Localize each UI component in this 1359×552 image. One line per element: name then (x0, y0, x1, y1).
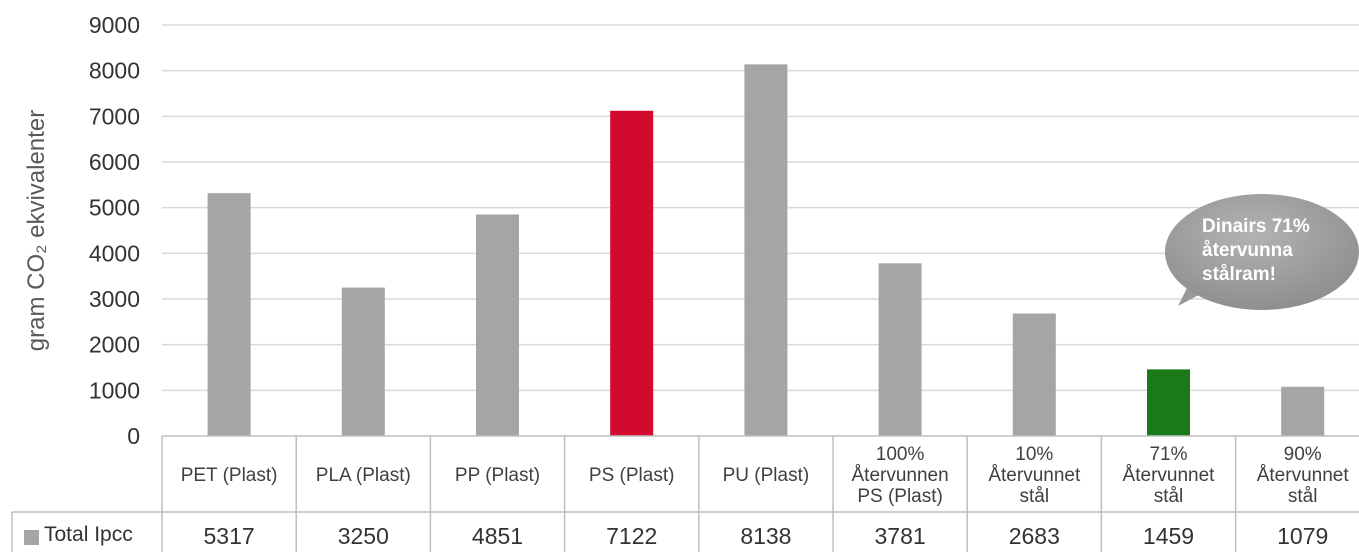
callout-shape (1165, 194, 1359, 310)
y-tick-label: 0 (127, 423, 140, 449)
callout-text: Dinairs 71% (1202, 216, 1310, 237)
bar (207, 193, 251, 436)
data-value: 1459 (1143, 523, 1194, 549)
category-label: 100% Återvunnen PS (Plast) (852, 444, 949, 507)
bar (878, 263, 922, 436)
y-tick-label: 3000 (89, 286, 140, 312)
callout-bubble: Dinairs 71% återvunna stålram! (1165, 194, 1359, 310)
bar (1281, 386, 1325, 436)
callout-text: återvunna (1202, 240, 1293, 261)
y-tick-label: 2000 (89, 332, 140, 358)
y-tick-label: 7000 (89, 103, 140, 129)
category-label: PET (Plast) (181, 465, 278, 486)
bar (341, 287, 385, 436)
data-value: 1079 (1277, 523, 1328, 549)
bar (476, 214, 519, 436)
category-label: PLA (Plast) (316, 465, 411, 486)
category-label: 71% Återvunnet stål (1123, 444, 1216, 507)
bar (744, 64, 788, 436)
bar (610, 110, 654, 437)
data-value: 3781 (875, 523, 926, 549)
data-value: 5317 (204, 523, 255, 549)
y-tick-label: 8000 (89, 58, 140, 84)
data-value: 3250 (338, 523, 389, 549)
y-axis-label: gram CO₂ ekvivalenter (23, 110, 50, 351)
y-tick-label: 9000 (89, 12, 140, 38)
callout-text: stålram! (1202, 264, 1276, 285)
y-tick-label: 4000 (89, 240, 140, 266)
data-value: 8138 (740, 523, 791, 549)
data-value: 7122 (606, 523, 657, 549)
data-value: 2683 (1009, 523, 1060, 549)
legend-label: Total Ipcc (44, 523, 133, 546)
y-tick-label: 6000 (89, 149, 140, 175)
bars (207, 64, 1325, 437)
category-label: PP (Plast) (455, 465, 540, 486)
bar (1147, 369, 1190, 436)
y-tick-label: 1000 (89, 377, 140, 403)
category-label: PU (Plast) (723, 465, 810, 486)
category-label: 10% Återvunnet stål (988, 444, 1081, 507)
legend-swatch (24, 530, 39, 545)
data-value: 4851 (472, 523, 523, 549)
y-axis-ticks: 0 1000 2000 3000 4000 5000 6000 7000 8000 9000 (89, 12, 140, 449)
data-table: PET (Plast) PLA (Plast) PP (Plast) PS (Plas… (11, 435, 1359, 552)
bar (1012, 313, 1056, 436)
category-label: PS (Plast) (589, 465, 675, 486)
category-label: 90% Återvunnet stål (1257, 444, 1350, 507)
y-tick-label: 5000 (89, 195, 140, 221)
